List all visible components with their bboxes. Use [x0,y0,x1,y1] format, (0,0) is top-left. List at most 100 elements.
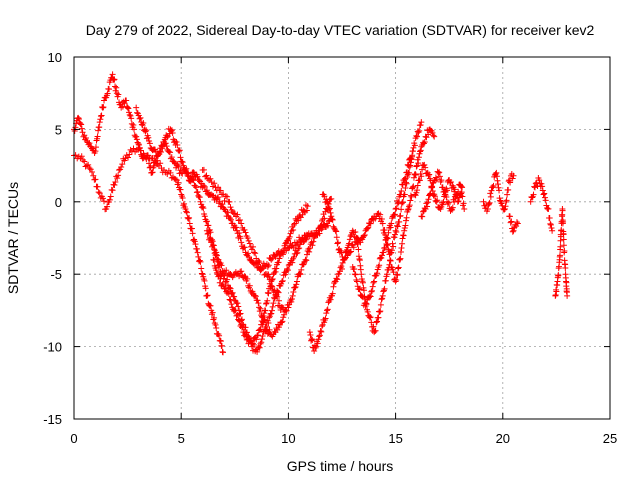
data-point [77,120,84,127]
data-point [404,161,411,168]
data-point [177,154,184,161]
data-point [183,169,190,176]
data-point [329,216,336,223]
data-point [224,209,231,216]
data-point [198,270,205,277]
data-point [393,276,400,283]
data-point [309,242,316,249]
data-point [268,256,275,263]
data-point [384,241,391,248]
data-point [315,336,322,343]
data-point [326,298,333,305]
data-point [290,289,297,296]
data-point [447,179,454,186]
data-point [403,180,410,187]
data-point [494,177,501,184]
data-point [427,190,434,197]
data-point [203,218,210,225]
data-point [531,183,538,190]
data-point [216,279,223,286]
data-point [390,269,397,276]
data-point [207,235,214,242]
data-point [137,147,144,154]
data-point [557,243,564,250]
data-point [360,294,367,301]
data-point [351,266,358,273]
data-point [394,223,401,230]
data-point [183,209,190,216]
data-point [434,197,441,204]
data-point [448,206,455,213]
data-point [509,175,516,182]
data-point [403,217,410,224]
data-point [386,261,393,268]
data-point [371,329,378,336]
data-point [188,225,195,232]
data-point [497,197,504,204]
data-point [284,265,291,272]
data-point [370,323,377,330]
data-point [241,273,248,280]
data-point [272,268,279,275]
y-tick-label: 10 [48,50,62,65]
data-point [398,244,405,251]
data-point [191,238,198,245]
data-point [213,325,220,332]
data-point [201,183,208,190]
data-point [326,206,333,213]
data-point [556,252,563,259]
data-point [425,131,432,138]
data-point [119,161,126,168]
data-point [431,193,438,200]
data-point [388,220,395,227]
data-point [384,235,391,242]
data-point [398,206,405,213]
data-point [488,187,495,194]
data-point [445,199,452,206]
data-point [337,264,344,271]
data-point [218,342,225,349]
data-point [397,248,404,255]
data-point [412,170,419,177]
data-point [234,311,241,318]
data-point [176,147,183,154]
data-point [420,208,427,215]
data-point [347,233,354,240]
data-point [177,186,184,193]
data-point [95,127,102,134]
data-point [435,169,442,176]
data-point [301,208,308,215]
data-point [321,193,328,200]
data-point [251,249,258,256]
data-point [251,292,258,299]
data-point [273,265,280,272]
data-point [215,200,222,207]
data-point [257,340,264,347]
y-axis-label: SDTVAR / TECUs [5,182,21,294]
data-point [346,240,353,247]
data-point [503,197,510,204]
y-tick-label: -5 [50,267,62,282]
data-point [392,227,399,234]
data-point [405,162,412,169]
data-point [391,231,398,238]
data-point [126,111,133,118]
data-point [455,198,462,205]
data-point [326,205,333,212]
data-point [399,181,406,188]
data-point [289,292,296,299]
data-point [310,238,317,245]
data-point [147,164,154,171]
data-point [130,122,137,129]
data-point [378,215,385,222]
data-point [253,260,260,267]
data-point [164,134,171,141]
data-point [306,245,313,252]
data-point [324,199,331,206]
data-point [206,234,213,241]
data-point [233,224,240,231]
data-point [306,248,313,255]
data-point [360,232,367,239]
data-point [294,249,301,256]
data-point [255,257,262,264]
